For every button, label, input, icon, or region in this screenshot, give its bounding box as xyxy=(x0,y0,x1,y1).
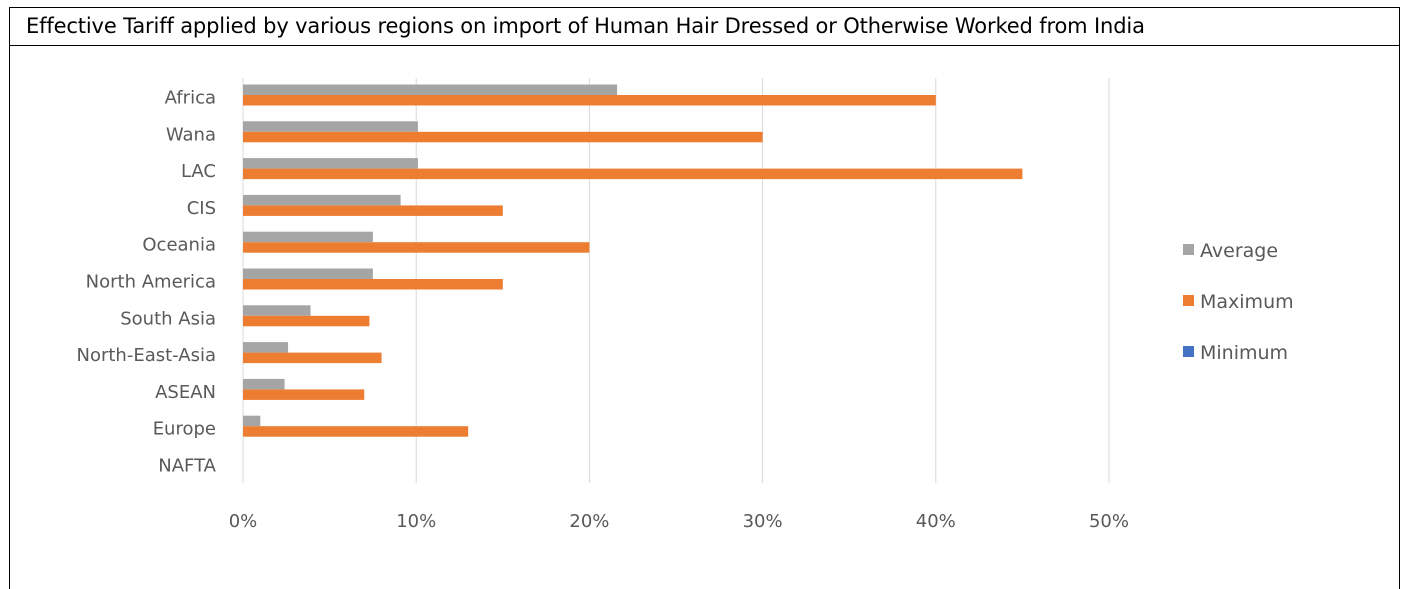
bar-maximum xyxy=(243,389,365,400)
x-tick-labels: 0% 10% 20% 30% 40% 50% xyxy=(229,511,1129,532)
bar-maximum xyxy=(243,168,1023,180)
chart-frame: Effective Tariff applied by various regi… xyxy=(9,7,1400,589)
bar-average xyxy=(243,231,373,243)
x-tick-label: 20% xyxy=(569,511,609,532)
x-tick-label: 30% xyxy=(743,511,783,532)
bar-average xyxy=(243,305,311,316)
bar-maximum xyxy=(243,131,763,143)
legend-swatch xyxy=(1183,244,1194,255)
legend: Average Maximum Minimum xyxy=(1183,240,1294,364)
bar-average xyxy=(243,268,373,279)
bar-average xyxy=(243,342,289,353)
legend-swatch xyxy=(1183,295,1194,306)
category-label: Europe xyxy=(153,419,216,440)
bar-maximum xyxy=(243,279,503,290)
legend-label: Minimum xyxy=(1200,342,1288,364)
category-label: North America xyxy=(86,272,216,293)
chart-title: Effective Tariff applied by various regi… xyxy=(26,14,1145,38)
category-label: Africa xyxy=(165,88,216,109)
x-tick-label: 0% xyxy=(229,511,258,532)
category-label: ASEAN xyxy=(155,382,216,403)
bar-maximum xyxy=(243,242,590,253)
category-label: Wana xyxy=(166,124,216,145)
x-tick-label: 50% xyxy=(1089,511,1129,532)
bar-average xyxy=(243,415,261,427)
bar-average xyxy=(243,378,285,390)
category-labels: Africa Wana LAC CIS Oceania North America Sout… xyxy=(77,88,217,477)
title-bar: Effective Tariff applied by various regi… xyxy=(10,8,1399,46)
x-tick-label: 10% xyxy=(396,511,436,532)
category-label: Oceania xyxy=(142,235,216,256)
legend-swatch xyxy=(1183,346,1194,357)
bar-maximum xyxy=(243,352,382,364)
bar-maximum xyxy=(243,205,503,216)
category-label: North-East-Asia xyxy=(77,345,217,366)
category-label: South Asia xyxy=(120,308,216,329)
gridlines xyxy=(242,78,1110,483)
bar-average xyxy=(243,84,618,95)
bar-maximum xyxy=(243,95,936,106)
x-tick-label: 40% xyxy=(916,511,956,532)
category-label: CIS xyxy=(187,198,216,219)
bar-average xyxy=(243,158,418,169)
bar-average xyxy=(243,121,418,132)
legend-label: Maximum xyxy=(1200,291,1294,313)
bars xyxy=(243,84,1023,437)
category-label: LAC xyxy=(181,161,216,182)
bar-maximum xyxy=(243,426,469,437)
category-label: NAFTA xyxy=(158,456,216,477)
legend-label: Average xyxy=(1200,240,1278,262)
bar-average xyxy=(243,194,401,206)
bar-maximum xyxy=(243,315,370,327)
